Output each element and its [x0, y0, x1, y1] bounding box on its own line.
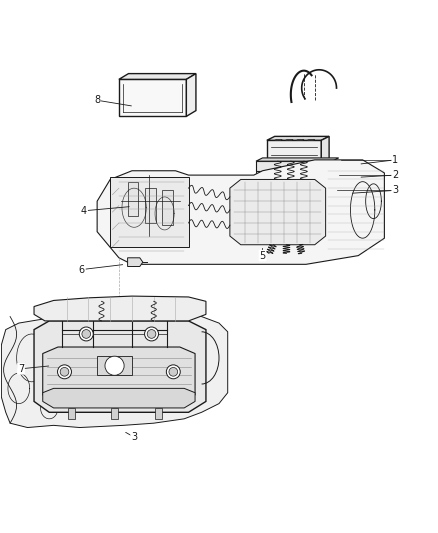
Text: 3: 3	[392, 185, 398, 195]
Polygon shape	[67, 408, 74, 419]
Polygon shape	[110, 177, 188, 247]
Circle shape	[166, 365, 180, 379]
Text: 7: 7	[18, 364, 24, 374]
Polygon shape	[145, 188, 156, 223]
Polygon shape	[127, 258, 143, 266]
Polygon shape	[321, 136, 329, 164]
Polygon shape	[256, 161, 332, 171]
Polygon shape	[186, 74, 196, 116]
Text: 4: 4	[81, 206, 87, 216]
Text: 3: 3	[131, 432, 137, 442]
Text: 1: 1	[392, 155, 398, 165]
Polygon shape	[267, 140, 321, 164]
Circle shape	[169, 367, 178, 376]
Polygon shape	[111, 408, 118, 419]
Polygon shape	[43, 389, 195, 408]
Polygon shape	[256, 158, 339, 161]
Polygon shape	[267, 136, 329, 140]
Polygon shape	[119, 79, 186, 116]
Circle shape	[105, 356, 124, 375]
Text: 5: 5	[259, 251, 266, 261]
Text: 8: 8	[94, 95, 100, 105]
Circle shape	[57, 365, 71, 379]
Polygon shape	[43, 347, 195, 403]
Text: 6: 6	[79, 264, 85, 274]
Circle shape	[145, 327, 159, 341]
Polygon shape	[97, 160, 385, 264]
Circle shape	[60, 367, 69, 376]
Polygon shape	[256, 171, 332, 177]
Polygon shape	[119, 74, 196, 79]
Text: 2: 2	[392, 170, 399, 180]
Polygon shape	[230, 180, 325, 245]
Polygon shape	[155, 408, 162, 419]
Circle shape	[82, 329, 91, 338]
Polygon shape	[34, 296, 206, 321]
Polygon shape	[127, 182, 138, 216]
Polygon shape	[162, 190, 173, 225]
Polygon shape	[97, 356, 132, 375]
Polygon shape	[34, 321, 206, 413]
Circle shape	[147, 329, 156, 338]
Polygon shape	[1, 314, 228, 427]
Circle shape	[79, 327, 93, 341]
